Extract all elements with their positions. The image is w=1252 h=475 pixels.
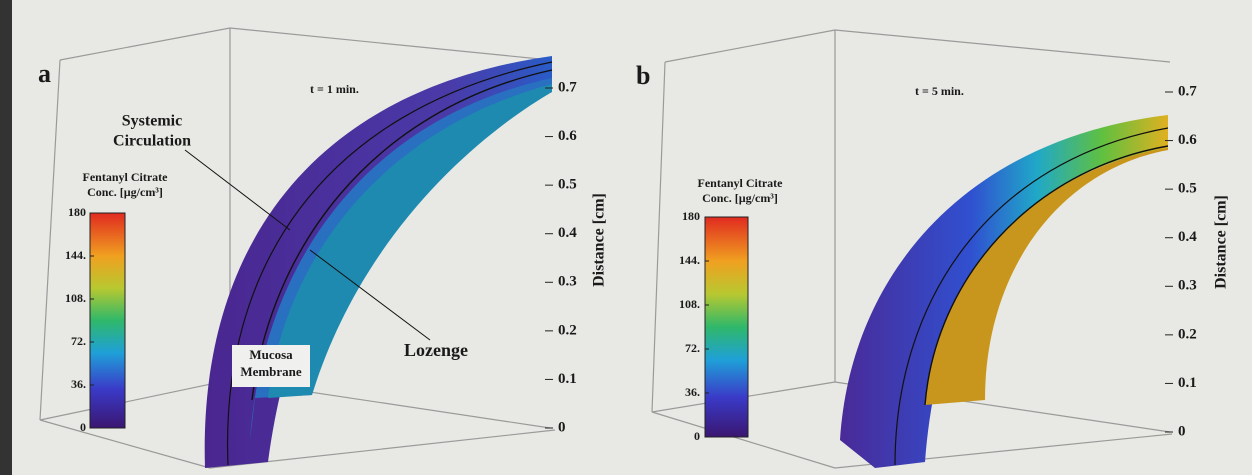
z-axis-title: Distance [cm] — [1213, 195, 1230, 289]
colorbar — [89, 212, 126, 429]
colorbar-tick-label: 0 — [694, 429, 700, 443]
colorbar-tick-label: 108. — [65, 291, 86, 305]
z-tick-label: 0.6 — [558, 128, 577, 144]
box-b — [651, 29, 1173, 469]
z-tick-label: 0.1 — [558, 371, 577, 387]
colorbar-tick-label: 144. — [65, 248, 86, 262]
colorbar-tick-label: 36. — [71, 377, 86, 391]
colorbar-title: Fentanyl Citrate — [698, 176, 784, 190]
annotation-line — [184, 149, 291, 231]
colorbar-tick-label: 144. — [679, 253, 700, 267]
z-tick-label: 0.7 — [558, 79, 577, 95]
z-tick-label: 0.2 — [1178, 326, 1197, 342]
time-label: t = 5 min. — [915, 84, 964, 98]
z-tick-label: 0.5 — [558, 177, 577, 193]
colorbar-tick-label: 36. — [685, 385, 700, 399]
colorbar-title: Fentanyl Citrate — [83, 170, 169, 184]
z-tick-label: 0.2 — [558, 322, 577, 338]
box-a — [39, 27, 556, 469]
z-tick-label: 0.5 — [1178, 181, 1197, 197]
surface-b — [840, 115, 1169, 468]
z-tick-label: 0.4 — [1178, 229, 1197, 245]
z-tick-label: 0.1 — [1178, 375, 1197, 391]
time-label: t = 1 min. — [310, 82, 359, 96]
colorbar-tick-label: 108. — [679, 297, 700, 311]
annotation-line — [309, 249, 431, 341]
z-tick-label: 0 — [1178, 423, 1186, 439]
annotation: Lozenge — [404, 340, 468, 360]
annotation: Systemic — [122, 113, 182, 130]
z-axis-title: Distance [cm] — [591, 193, 608, 287]
z-tick-label: 0.4 — [558, 225, 577, 241]
photo-background — [12, 0, 1252, 475]
colorbar-tick-label: 72. — [685, 341, 700, 355]
z-tick-label: 0 — [558, 419, 566, 435]
colorbar — [704, 216, 749, 438]
colorbar-tick-label: 0 — [80, 420, 86, 434]
z-tick-label: 0.7 — [1178, 83, 1197, 99]
colorbar-title: Conc. [µg/cm³] — [87, 185, 163, 199]
colorbar-tick-label: 180 — [682, 209, 700, 223]
z-tick-label: 0.3 — [1178, 278, 1197, 294]
surface-a — [204, 56, 553, 468]
colorbar-tick-label: 180 — [68, 205, 86, 219]
z-tick-label: 0.6 — [1178, 132, 1197, 148]
photo-edge — [0, 0, 12, 475]
annotation: Mucosa — [249, 347, 293, 362]
panel-label: a — [38, 59, 51, 88]
annotation: Circulation — [113, 133, 191, 150]
colorbar-title: Conc. [µg/cm³] — [702, 191, 778, 205]
colorbar-tick-label: 72. — [71, 334, 86, 348]
panel-label: b — [636, 61, 650, 90]
annotation-box — [232, 345, 310, 387]
z-tick-label: 0.3 — [558, 274, 577, 290]
annotation: Membrane — [240, 364, 302, 379]
